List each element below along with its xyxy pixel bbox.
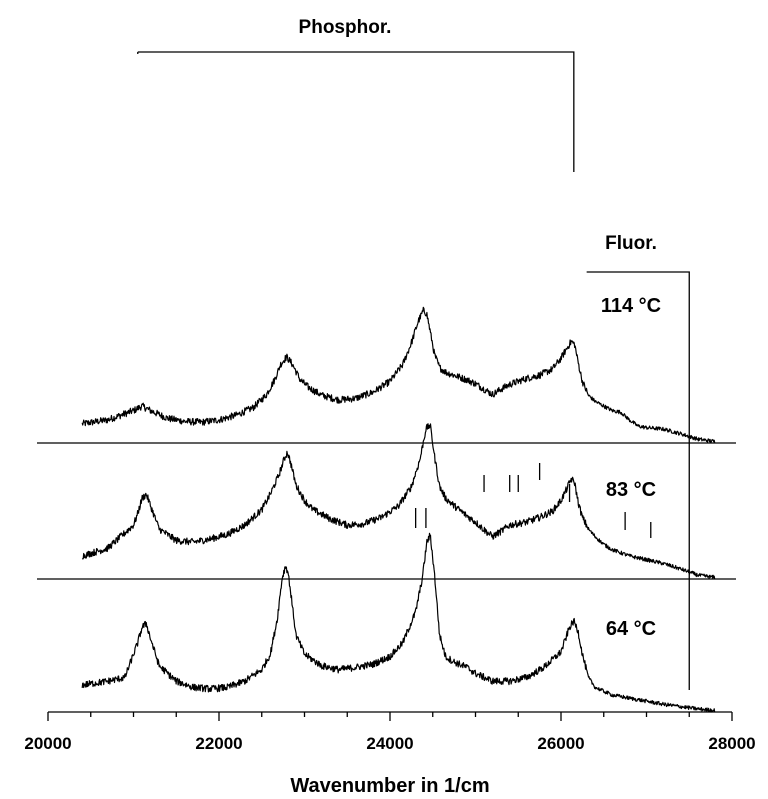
series-label-83: 83 °C bbox=[606, 479, 656, 501]
spectrum-line-64 bbox=[81, 532, 716, 713]
phosphorescence-label: Phosphor. bbox=[299, 17, 392, 38]
line-position-marks bbox=[414, 463, 652, 538]
phosphorescence-bracket bbox=[137, 51, 575, 172]
x-tick-label: 24000 bbox=[366, 734, 413, 753]
x-axis-title: Wavenumber in 1/cm bbox=[290, 775, 489, 797]
baselines bbox=[37, 442, 736, 580]
fluorescence-bracket bbox=[586, 271, 690, 690]
x-axis: 20000 22000 24000 26000 28000 bbox=[24, 711, 756, 753]
x-tick-label: 28000 bbox=[708, 734, 755, 753]
x-tick-label: 22000 bbox=[195, 734, 242, 753]
spectrum-line-83 bbox=[81, 423, 716, 580]
x-tick-label: 26000 bbox=[537, 734, 584, 753]
series-label-114: 114 °C bbox=[601, 295, 661, 317]
x-tick-label: 20000 bbox=[24, 734, 71, 753]
fluorescence-label: Fluor. bbox=[605, 233, 657, 254]
spectra-lines bbox=[81, 306, 716, 713]
series-label-64: 64 °C bbox=[606, 618, 656, 640]
spectrum-line-114 bbox=[81, 306, 716, 443]
